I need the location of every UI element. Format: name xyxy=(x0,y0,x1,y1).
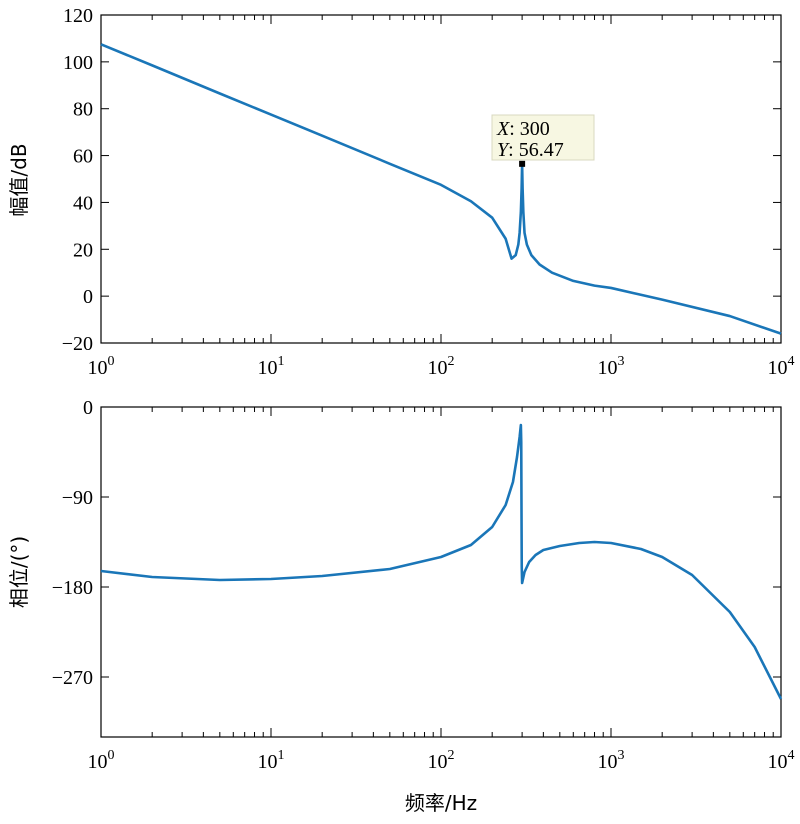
phase-axis-title: 相位/(°) xyxy=(7,536,31,608)
x-tick-label: 104 xyxy=(768,748,795,773)
magnitude-ticks xyxy=(100,14,781,344)
y-tick-label: −180 xyxy=(52,577,93,599)
x-tick-label: 102 xyxy=(428,748,455,773)
y-tick-label: 60 xyxy=(73,146,93,168)
y-tick-label: 0 xyxy=(83,397,93,419)
phase-ticks xyxy=(100,406,781,737)
x-tick-label: 104 xyxy=(768,354,795,379)
y-tick-label: 40 xyxy=(73,192,93,214)
datatip-marker xyxy=(519,160,526,167)
phase-panel: 100 101 102 103 104 0 −90 −180 −270 相位/(°) 频率/Hz xyxy=(7,397,795,815)
x-tick-label: 101 xyxy=(258,354,285,379)
phase-curve xyxy=(100,423,783,700)
magnitude-tick-labels: 100 101 102 103 104 −20 0 20 40 60 80 100 120 xyxy=(62,5,795,379)
y-tick-label: 80 xyxy=(73,99,93,121)
phase-axes-box xyxy=(100,406,782,738)
frequency-axis-title: 频率/Hz xyxy=(405,791,477,815)
y-tick-label: 20 xyxy=(73,239,93,261)
datatip-y-label: Y xyxy=(497,139,510,161)
x-tick-label: 101 xyxy=(258,748,285,773)
y-tick-label: 0 xyxy=(83,286,93,308)
x-tick-label: 103 xyxy=(598,354,625,379)
y-tick-label: −270 xyxy=(52,667,93,689)
datatip[interactable]: X: 300 Y: 56.47 xyxy=(491,114,595,167)
phase-tick-labels: 100 101 102 103 104 0 −90 −180 −270 xyxy=(52,397,795,773)
y-tick-label: 120 xyxy=(63,5,93,27)
datatip-box xyxy=(491,114,595,161)
magnitude-axes-box xyxy=(100,14,782,344)
y-tick-label: 100 xyxy=(63,52,93,74)
y-tick-label: −20 xyxy=(62,333,93,355)
datatip-y-row: Y: 56.47 xyxy=(497,139,564,161)
datatip-x-label: X xyxy=(496,118,510,140)
datatip-x-row: X: 300 xyxy=(496,118,550,140)
x-tick-label: 102 xyxy=(428,354,455,379)
datatip-y-value: 56.47 xyxy=(519,139,564,161)
x-tick-label: 103 xyxy=(598,748,625,773)
magnitude-axis-title: 幅值/dB xyxy=(7,143,31,216)
datatip-x-value: 300 xyxy=(520,118,550,140)
magnitude-curve xyxy=(100,43,782,335)
y-tick-label: −90 xyxy=(62,487,93,509)
x-tick-label: 100 xyxy=(88,354,115,379)
x-tick-label: 100 xyxy=(88,748,115,773)
